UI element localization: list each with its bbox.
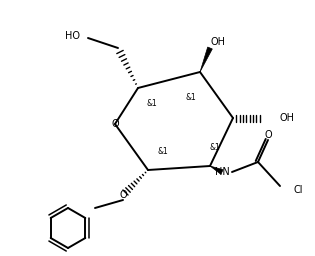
- Text: &1: &1: [158, 147, 169, 156]
- Text: HO: HO: [66, 31, 81, 41]
- Text: &1: &1: [186, 92, 196, 101]
- Text: O: O: [264, 130, 272, 140]
- Text: Cl: Cl: [293, 185, 302, 195]
- Polygon shape: [210, 166, 223, 174]
- Text: &1: &1: [209, 144, 220, 153]
- Text: OH: OH: [210, 37, 226, 47]
- Text: O: O: [119, 190, 127, 200]
- Text: HN: HN: [215, 167, 229, 177]
- Text: OH: OH: [280, 113, 295, 123]
- Text: &1: &1: [146, 100, 158, 109]
- Polygon shape: [200, 47, 212, 72]
- Text: O: O: [111, 119, 119, 129]
